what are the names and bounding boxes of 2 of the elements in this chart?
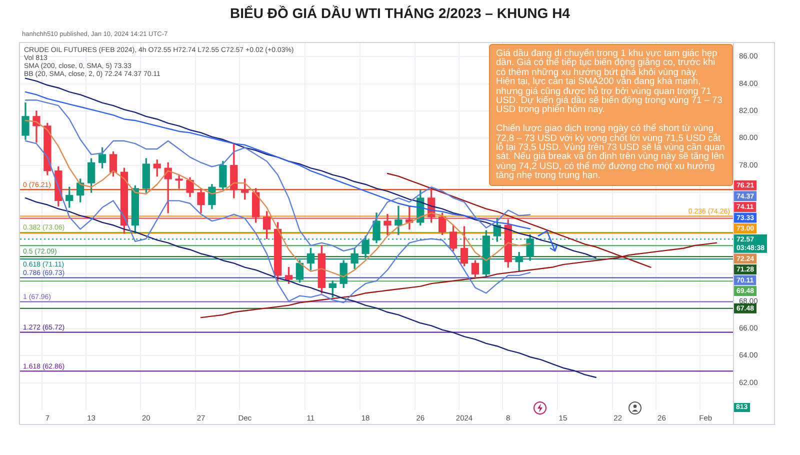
chart-title: BIỂU ĐỒ GIÁ DẦU WTI THÁNG 2/2023 – KHUNG H4 [229, 5, 571, 21]
text: Giá dầu đang di chuyển trong 1 khu vực tam giác hẹp dần. Giá có thể tiếp tục biến động giằng co, trước khi có thêm những xu hướng bứt phá khỏi vùng này. Hiện tại, lực cản tại SMA200 vẫn đang khá mạnh, nhưng giá cũng được hỗ trợ bởi vùng quan trọng 71 USD. Dự kiến giá dầu sẽ biến động trong vùng 71 – 73 USD trong phiên hôm nay. Chiến lược giao dịch trong ngày có thể short từ vùng 72,8 – 73 USD với kỳ vọng chốt lời vùng 71,5 USD cắt lỗ tại 73,5 USD. Vùng trên 73 USD sẽ là vùng cần quan sát. Nếu giá break và ổn định trên vùng này sẽ tăng lên vùng 74,2 USD, có thể mở đường cho một xu hướng tăng nhẹ trong trung hạn. [496, 48, 725, 180]
